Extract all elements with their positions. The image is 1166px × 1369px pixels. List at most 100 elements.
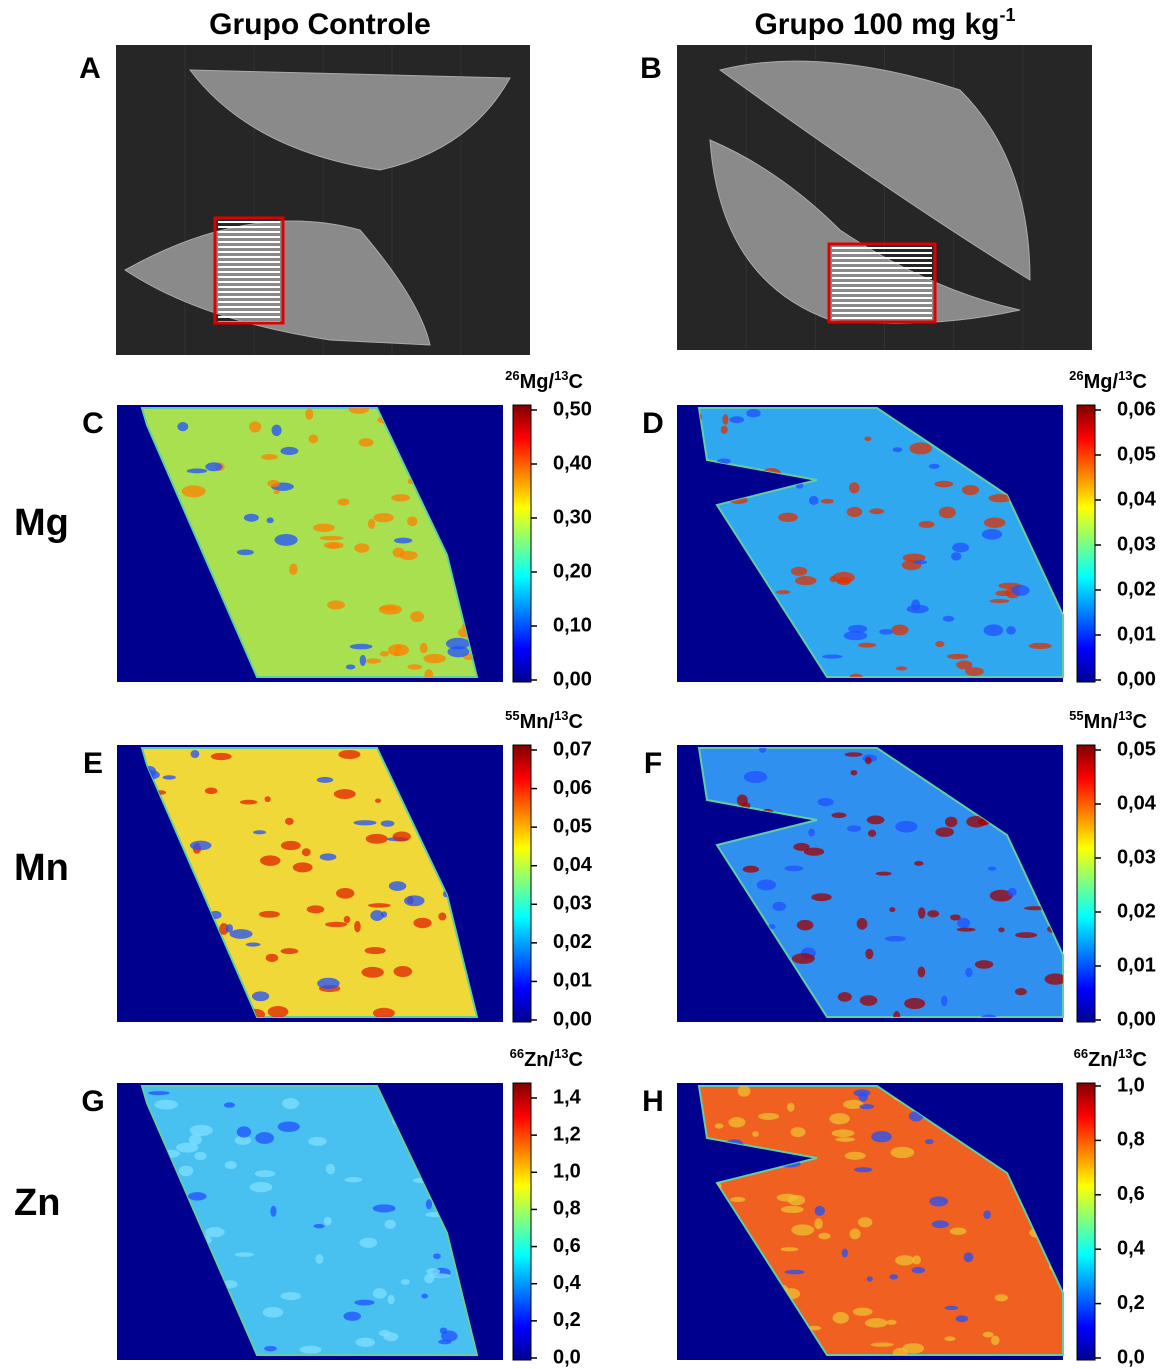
signal-spot xyxy=(965,667,984,676)
signal-spot xyxy=(319,535,344,541)
signal-spot xyxy=(850,769,858,776)
signal-spot xyxy=(778,512,798,522)
signal-spot xyxy=(917,966,926,978)
signal-spot xyxy=(438,912,447,921)
tissue-section xyxy=(188,69,511,171)
colorbar-tick-label: 0,05 xyxy=(1117,738,1156,760)
signal-spot xyxy=(380,820,395,827)
signal-spot xyxy=(803,847,825,856)
signal-spot xyxy=(864,436,872,442)
signal-spot xyxy=(843,630,868,641)
ref-mass-number: 13 xyxy=(1118,368,1132,383)
scan-area xyxy=(213,216,285,325)
signal-spot xyxy=(865,1318,888,1328)
signal-spot xyxy=(911,1266,926,1274)
colorbar-tick-label: 0,6 xyxy=(1117,1183,1145,1205)
signal-spot xyxy=(829,1113,850,1125)
colorbar-tick-label: 0,10 xyxy=(553,614,592,636)
colorbar-tick-label: 1,0 xyxy=(1117,1074,1145,1096)
signal-spot xyxy=(790,1127,806,1138)
signal-spot xyxy=(987,866,997,871)
signal-spot xyxy=(239,799,258,805)
signal-spot xyxy=(814,1205,825,1216)
element-map: 0,07 0,06 0,05 0,04 0,03 0,02 0,01 0,00 55Mn/13C xyxy=(117,708,593,1030)
colorbar-tick-label: 1,4 xyxy=(553,1086,582,1108)
signal-spot xyxy=(857,642,877,648)
element-map: 0,06 0,05 0,04 0,03 0,02 0,01 0,00 26Mg/13C xyxy=(677,368,1157,690)
signal-spot xyxy=(871,1131,892,1143)
signal-spot xyxy=(365,658,382,664)
signal-spot xyxy=(952,542,970,553)
signal-spot xyxy=(253,830,267,835)
signal-spot xyxy=(423,653,446,664)
signal-spot xyxy=(859,1104,875,1110)
signal-spot xyxy=(870,1342,894,1347)
signal-spot xyxy=(383,1332,399,1342)
signal-spot xyxy=(956,927,976,932)
signal-spot xyxy=(988,494,1013,503)
signal-spot xyxy=(392,831,411,842)
signal-spot xyxy=(267,479,280,488)
signal-spot xyxy=(359,654,367,667)
signal-spot xyxy=(857,1217,873,1228)
signal-spot xyxy=(808,828,815,837)
signal-spot xyxy=(963,1252,974,1263)
colorbar-tick-label: 0,20 xyxy=(553,560,592,582)
colorbar-tick-label: 0,02 xyxy=(1117,578,1156,600)
signal-spot xyxy=(746,409,761,418)
signal-spot xyxy=(832,1312,849,1324)
signal-spot xyxy=(284,817,294,825)
signal-spot xyxy=(266,517,274,524)
signal-spot xyxy=(846,825,862,832)
colorbar-tick-label: 0,02 xyxy=(553,931,592,953)
tissue-signal xyxy=(140,747,479,1018)
signal-spot xyxy=(404,895,425,907)
signal-spot xyxy=(249,421,262,433)
signal-spot xyxy=(737,1086,751,1097)
colorbar-tick-label: 0,6 xyxy=(553,1235,581,1257)
signal-spot xyxy=(273,490,280,495)
panel-letter: C xyxy=(82,407,104,440)
mass-number: 26 xyxy=(505,368,519,383)
signal-spot xyxy=(178,1165,194,1177)
signal-spot xyxy=(879,628,894,635)
signal-spot xyxy=(372,1007,395,1017)
signal-spot xyxy=(835,1137,856,1142)
ref-symbol: C xyxy=(1133,1049,1147,1071)
signal-spot xyxy=(951,552,962,561)
signal-spot xyxy=(893,1010,901,1017)
signal-spot xyxy=(759,748,767,753)
signal-spot xyxy=(421,1293,429,1299)
row-label: Mn xyxy=(14,847,69,889)
signal-spot xyxy=(955,1315,969,1323)
signal-spot xyxy=(858,1092,868,1102)
signal-spot xyxy=(388,881,407,891)
signal-spot xyxy=(323,541,344,549)
signal-spot xyxy=(1015,932,1038,938)
signal-spot xyxy=(927,910,940,918)
panel-letter: A xyxy=(79,52,101,85)
colorbar-tick-label: 0,06 xyxy=(553,777,592,799)
signal-spot xyxy=(267,1005,289,1017)
signal-spot xyxy=(223,1102,236,1108)
signal-spot xyxy=(722,414,729,425)
colorbar xyxy=(1076,404,1096,683)
scan-area xyxy=(827,242,937,324)
signal-spot xyxy=(372,1288,387,1299)
signal-spot xyxy=(384,1219,396,1229)
signal-spot xyxy=(292,862,313,873)
signal-spot xyxy=(989,599,1010,604)
signal-spot xyxy=(814,1218,823,1230)
signal-spot xyxy=(780,1247,799,1252)
element-map: 1,4 1,2 1,0 0,8 0,6 0,4 0,2 0,0 66Zn/13C xyxy=(117,1046,583,1368)
colorbar xyxy=(512,404,532,683)
signal-spot xyxy=(784,865,804,872)
signal-spot xyxy=(784,1269,805,1275)
signal-spot xyxy=(829,575,837,583)
colorbar-tick-label: 0,06 xyxy=(1117,398,1156,420)
signal-spot xyxy=(890,1146,915,1159)
signal-spot xyxy=(188,1134,202,1145)
signal-spot xyxy=(742,865,760,873)
signal-spot xyxy=(319,853,337,861)
signal-spot xyxy=(258,910,280,918)
